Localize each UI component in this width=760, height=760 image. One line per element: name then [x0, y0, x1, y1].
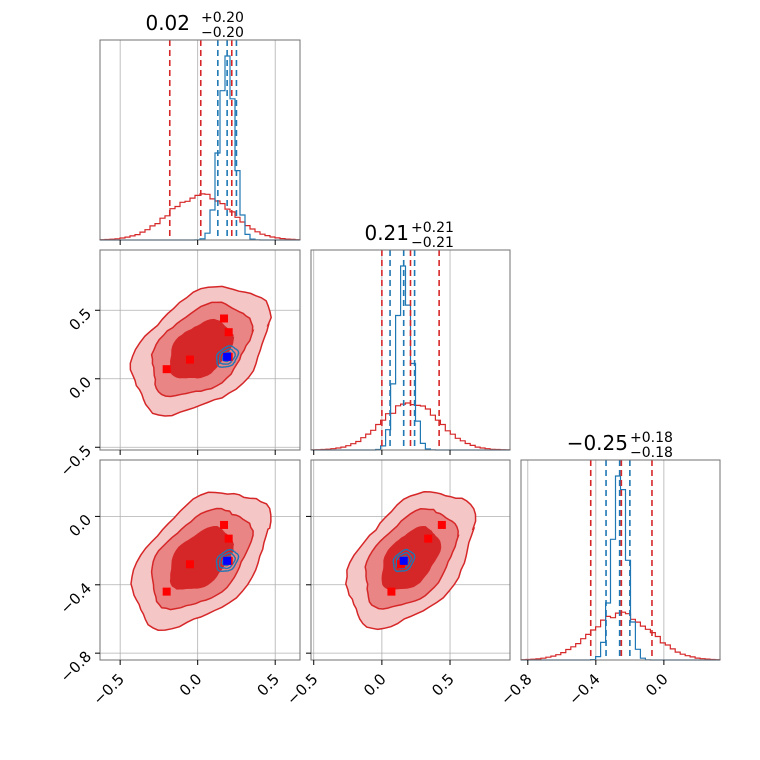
panel-frame — [310, 249, 511, 451]
density-contour — [392, 548, 416, 573]
density-contour — [150, 507, 254, 611]
truth-marker-red — [162, 587, 171, 596]
truth-marker-red — [185, 355, 194, 364]
density-contour — [215, 345, 240, 368]
truth-marker-red — [387, 587, 396, 596]
histogram-series-2 — [521, 475, 720, 661]
panel-frame — [520, 459, 721, 661]
x-tick-label: 0.5 — [428, 670, 458, 700]
title-3-upper: +0.18 — [630, 430, 673, 446]
x-tick-label: 0.5 — [253, 670, 283, 700]
density-contour — [215, 548, 240, 572]
density-contour — [150, 301, 255, 398]
truth-marker-red — [437, 520, 446, 529]
x-tick-label: 0.0 — [642, 670, 672, 700]
density-fill-layer — [130, 286, 476, 631]
title-param-2: 0.21 +0.21 −0.21 — [364, 220, 453, 251]
truth-marker-red — [224, 534, 233, 543]
density-contour — [381, 526, 442, 590]
x-tick-label: 0.0 — [360, 670, 390, 700]
title-2-upper: +0.21 — [411, 220, 454, 236]
truth-marker-red — [424, 534, 433, 543]
panel-frame — [99, 39, 301, 241]
title-param-1: 0.02 +0.20 −0.20 — [145, 10, 243, 41]
density-contour — [218, 552, 237, 570]
quantile-line-layer — [168, 40, 653, 660]
density-contour — [130, 491, 272, 631]
y-tick-label: 0.0 — [65, 511, 95, 541]
density-contour — [364, 508, 460, 610]
panel-frame-layer — [99, 39, 721, 661]
y-tick-label: −0.4 — [57, 579, 95, 617]
y-tick-label: −0.8 — [57, 648, 95, 686]
density-contour — [169, 526, 235, 590]
density-contour — [218, 348, 236, 365]
title-1-upper: +0.20 — [201, 10, 244, 26]
truth-marker-red — [162, 365, 171, 374]
contour-line-layer — [129, 285, 477, 631]
x-tick-label: 0.0 — [176, 670, 206, 700]
y-tick-label: 0.0 — [65, 373, 95, 403]
title-2-value: 0.21 — [364, 221, 409, 245]
panel-frame — [310, 459, 511, 661]
y-tick-label: −0.5 — [57, 442, 95, 480]
title-3-value: −0.25 — [567, 431, 628, 455]
y-tick-label: 0.5 — [65, 305, 95, 335]
truth-marker-red — [220, 314, 229, 323]
panel-frame — [99, 459, 301, 661]
density-contour — [129, 285, 272, 417]
truth-marker-layer — [162, 314, 446, 596]
title-2-lower: −0.21 — [411, 235, 454, 251]
truth-marker-red — [185, 560, 194, 569]
truth-marker-blue — [399, 556, 408, 565]
panel-frame — [99, 249, 301, 451]
x-tick-label: −0.5 — [283, 670, 321, 708]
truth-marker-blue — [223, 556, 232, 565]
title-3-lower: −0.18 — [630, 445, 673, 461]
title-param-3: −0.25 +0.18 −0.18 — [567, 430, 673, 461]
title-1-lower: −0.20 — [201, 25, 244, 41]
truth-marker-red — [220, 520, 229, 529]
x-tick-label: −0.4 — [565, 670, 603, 708]
density-contour — [345, 491, 477, 631]
truth-marker-blue — [223, 352, 232, 361]
x-tick-label: −0.8 — [497, 670, 535, 708]
x-tick-label: −0.5 — [89, 670, 127, 708]
histogram-series-1 — [520, 611, 721, 661]
truth-marker-red — [224, 328, 233, 337]
density-contour — [395, 551, 413, 570]
title-1-value: 0.02 — [145, 11, 190, 35]
